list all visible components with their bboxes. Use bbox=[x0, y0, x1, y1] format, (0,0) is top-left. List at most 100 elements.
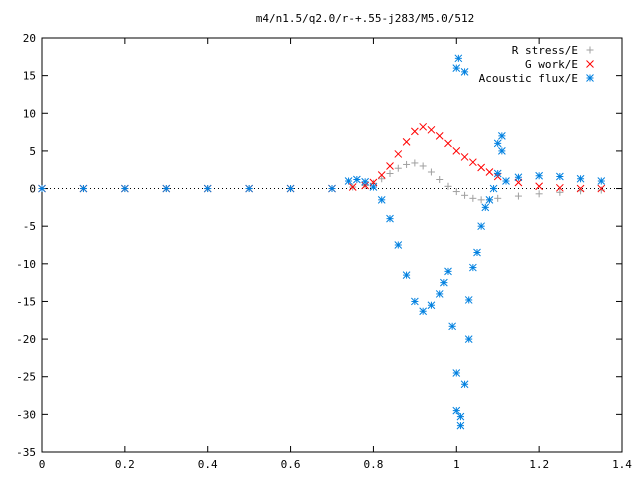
data-point bbox=[411, 127, 419, 136]
data-point bbox=[427, 301, 436, 310]
legend-label: R stress/E bbox=[512, 44, 578, 57]
series-2 bbox=[38, 54, 606, 430]
legend-label: G work/E bbox=[525, 58, 578, 71]
data-point bbox=[361, 181, 369, 190]
data-point bbox=[452, 369, 461, 377]
data-point bbox=[403, 160, 411, 168]
x-tick-label: 1.4 bbox=[612, 458, 632, 471]
y-tick-label: -30 bbox=[16, 408, 36, 421]
data-point bbox=[485, 168, 494, 176]
data-point bbox=[456, 412, 465, 421]
data-point bbox=[454, 54, 463, 63]
axis-tick-labels: 0 0.2 0.4 0.6 0.8 1 1.2 1.4 20 15 10 5 0 -5 -10 -15 -20 -… bbox=[16, 32, 632, 471]
data-point bbox=[481, 203, 490, 212]
data-point bbox=[493, 139, 502, 148]
data-point bbox=[477, 222, 485, 231]
x-tick-label: 0.6 bbox=[281, 458, 301, 471]
data-point bbox=[38, 184, 46, 193]
y-tick-label: -35 bbox=[16, 446, 36, 459]
data-point bbox=[444, 182, 452, 190]
data-point bbox=[377, 171, 386, 179]
data-point bbox=[121, 184, 129, 193]
y-tick-label: -25 bbox=[16, 371, 36, 384]
y-tick-label: 15 bbox=[23, 70, 36, 83]
data-point bbox=[502, 177, 510, 185]
data-point bbox=[386, 162, 394, 170]
data-point bbox=[535, 171, 543, 180]
data-point bbox=[464, 335, 473, 343]
data-point bbox=[348, 183, 357, 191]
chart-title: m4/n1.5/q2.0/r-+.55-j283/M5.0/512 bbox=[256, 12, 475, 25]
data-point bbox=[477, 163, 485, 172]
data-point bbox=[535, 182, 543, 191]
data-point bbox=[452, 406, 461, 415]
data-point bbox=[394, 164, 402, 172]
data-point bbox=[435, 290, 444, 298]
data-point bbox=[473, 248, 481, 257]
x-tick-label: 0.2 bbox=[115, 458, 135, 471]
data-point bbox=[493, 169, 502, 178]
data-point bbox=[377, 195, 386, 204]
data-point bbox=[464, 296, 473, 304]
data-point bbox=[597, 177, 606, 185]
data-point bbox=[440, 278, 448, 287]
data-point bbox=[402, 271, 411, 279]
data-point bbox=[79, 184, 88, 193]
data-point bbox=[419, 162, 427, 170]
data-point bbox=[452, 188, 460, 196]
data-point bbox=[435, 132, 444, 140]
data-point bbox=[419, 307, 427, 316]
x-tick-label: 1 bbox=[453, 458, 460, 471]
data-point bbox=[394, 150, 403, 158]
data-point bbox=[469, 194, 477, 202]
data-point bbox=[494, 194, 502, 202]
data-point bbox=[514, 192, 522, 200]
y-tick-label: -15 bbox=[16, 295, 36, 308]
data-point bbox=[461, 191, 469, 199]
data-point bbox=[386, 169, 394, 177]
data-point bbox=[344, 177, 353, 185]
data-point bbox=[386, 214, 394, 223]
data-point bbox=[448, 322, 456, 331]
data-point bbox=[498, 147, 506, 155]
data-point bbox=[597, 186, 605, 194]
data-point bbox=[419, 122, 427, 131]
data-point bbox=[469, 158, 477, 167]
x-tick-label: 1.2 bbox=[529, 458, 549, 471]
y-tick-label: -10 bbox=[16, 258, 36, 271]
y-tick-label: 10 bbox=[23, 107, 36, 120]
data-point bbox=[514, 173, 523, 182]
data-point bbox=[444, 267, 452, 276]
data-point bbox=[361, 177, 369, 186]
x-tick-label: 0 bbox=[39, 458, 46, 471]
data-point bbox=[460, 380, 469, 389]
legend-marker bbox=[586, 60, 594, 68]
x-tick-label: 0.8 bbox=[363, 458, 383, 471]
data-point bbox=[535, 190, 543, 198]
data-point bbox=[489, 184, 498, 193]
data-point bbox=[369, 183, 378, 191]
data-point bbox=[556, 183, 564, 192]
data-point bbox=[597, 184, 606, 193]
plot-border bbox=[41, 37, 623, 453]
data-point bbox=[427, 125, 436, 134]
y-tick-label: -20 bbox=[16, 333, 36, 346]
data-point bbox=[436, 176, 444, 184]
data-point bbox=[411, 159, 419, 167]
axis-ticks bbox=[41, 37, 623, 453]
data-point bbox=[402, 138, 411, 146]
legend-label: Acoustic flux/E bbox=[479, 72, 578, 85]
data-point bbox=[477, 196, 485, 204]
data-point bbox=[469, 263, 477, 272]
series-layer bbox=[38, 54, 606, 430]
data-point bbox=[452, 64, 461, 72]
x-tick-label: 0.4 bbox=[198, 458, 218, 471]
data-point bbox=[576, 184, 585, 193]
data-point bbox=[378, 175, 386, 183]
data-point bbox=[203, 184, 212, 193]
data-point bbox=[576, 174, 585, 183]
data-point bbox=[162, 184, 171, 193]
data-point bbox=[444, 139, 452, 148]
